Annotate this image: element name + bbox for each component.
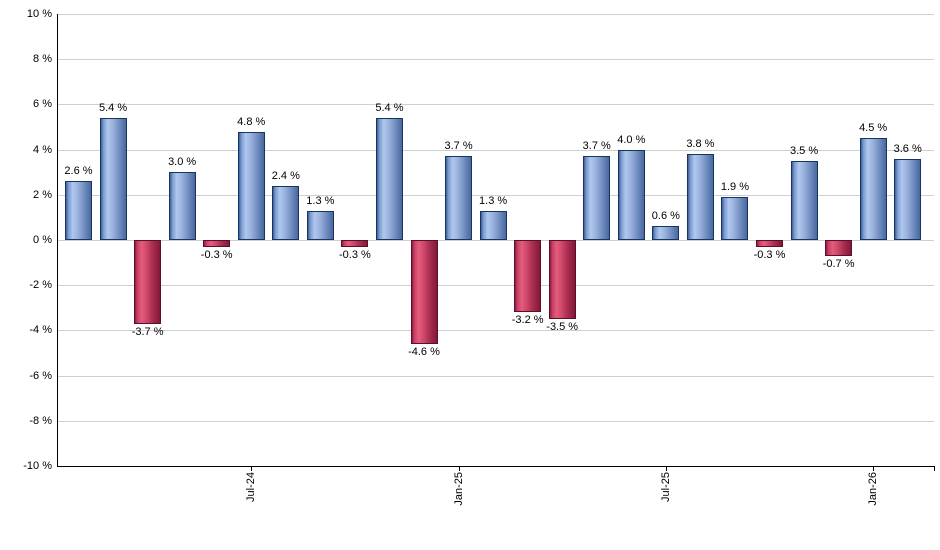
bar	[825, 240, 853, 256]
bar	[652, 226, 680, 240]
bar	[99, 117, 127, 240]
x-axis-tick-label: Jan-25	[452, 472, 465, 506]
x-axis-tick-label: Jul-25	[659, 472, 672, 502]
y-axis-tick-label: 6 %	[33, 98, 52, 111]
x-axis-tick	[873, 466, 875, 471]
bar-value-label: 5.4 %	[98, 101, 128, 114]
bar	[617, 149, 645, 240]
x-axis-line	[57, 466, 935, 467]
gridline	[58, 285, 934, 287]
bar	[375, 117, 403, 240]
bar-value-label: 3.8 %	[686, 138, 715, 151]
bar-value-label: 3.5 %	[789, 144, 819, 157]
y-axis-tick-label: 8 %	[33, 53, 52, 66]
bar	[756, 240, 783, 247]
y-axis-tick-label: -4 %	[29, 324, 52, 337]
bar-value-label: -0.3 %	[753, 248, 786, 261]
bar-value-label: 3.6 %	[893, 142, 922, 155]
bar	[65, 181, 92, 240]
gridline	[58, 104, 934, 106]
x-axis-end-tick	[934, 466, 935, 471]
bar-value-label: -0.3 %	[200, 248, 233, 261]
bar	[306, 210, 334, 240]
bar-value-label: -3.7 %	[131, 325, 164, 338]
bar	[203, 240, 231, 247]
bar	[341, 240, 369, 247]
bar	[168, 172, 196, 240]
y-axis-tick-label: 4 %	[33, 143, 52, 156]
bar	[237, 131, 265, 240]
gridline	[58, 330, 934, 332]
x-axis-tick	[665, 466, 667, 471]
gridline	[58, 194, 934, 196]
y-axis-tick-label: -10 %	[23, 460, 52, 472]
bar-value-label: -0.7 %	[822, 257, 855, 270]
bar-value-label: -3.2 %	[511, 314, 544, 327]
bar-value-label: 1.3 %	[479, 194, 508, 207]
x-axis-tick	[251, 466, 253, 471]
bar	[134, 240, 162, 324]
y-axis-tick-label: 2 %	[33, 188, 52, 201]
bar	[272, 185, 300, 240]
bar-value-label: 3.7 %	[444, 140, 473, 153]
x-axis-tick-label: Jul-24	[245, 472, 258, 502]
x-axis-tick-label: Jan-26	[867, 472, 880, 506]
y-axis-tick-label: -2 %	[29, 279, 52, 292]
bar-value-label: -4.6 %	[408, 345, 440, 358]
bar-value-label: 0.6 %	[651, 210, 680, 223]
bar	[790, 160, 818, 240]
bar-value-label: 3.0 %	[168, 156, 197, 169]
bar	[445, 156, 473, 240]
bar	[894, 158, 922, 240]
gridline	[58, 59, 934, 61]
gridline	[58, 240, 934, 241]
y-axis-tick-label: -8 %	[29, 414, 52, 427]
bar-value-label: 1.9 %	[720, 181, 749, 194]
bar-value-label: 4.5 %	[859, 122, 888, 135]
bar	[548, 240, 576, 320]
gridline	[58, 375, 934, 377]
bar	[514, 240, 542, 313]
y-axis-tick-label: -6 %	[29, 369, 52, 382]
bar-value-label: 4.0 %	[617, 133, 646, 146]
y-axis-tick-label: 10 %	[26, 8, 52, 20]
x-axis-tick	[458, 466, 460, 471]
y-axis-line	[57, 14, 58, 467]
bar-value-label: -3.5 %	[546, 321, 579, 334]
gridline	[58, 420, 934, 422]
gridline	[58, 149, 934, 151]
bar-value-label: 5.4 %	[375, 101, 404, 114]
y-axis-tick-label: 0 %	[33, 234, 52, 246]
bar-value-label: -0.3 %	[338, 248, 371, 261]
bar-value-label: 2.4 %	[271, 169, 300, 182]
bar	[859, 138, 887, 240]
bar	[686, 154, 714, 240]
gridline	[58, 14, 934, 15]
bar-value-label: 1.3 %	[306, 194, 335, 207]
bar-value-label: 2.6 %	[64, 165, 93, 178]
bar	[721, 197, 749, 240]
bar	[479, 210, 507, 240]
bar	[410, 240, 438, 344]
bar-value-label: 4.8 %	[237, 115, 266, 128]
bar-value-label: 3.7 %	[582, 140, 611, 153]
bar	[583, 156, 611, 240]
